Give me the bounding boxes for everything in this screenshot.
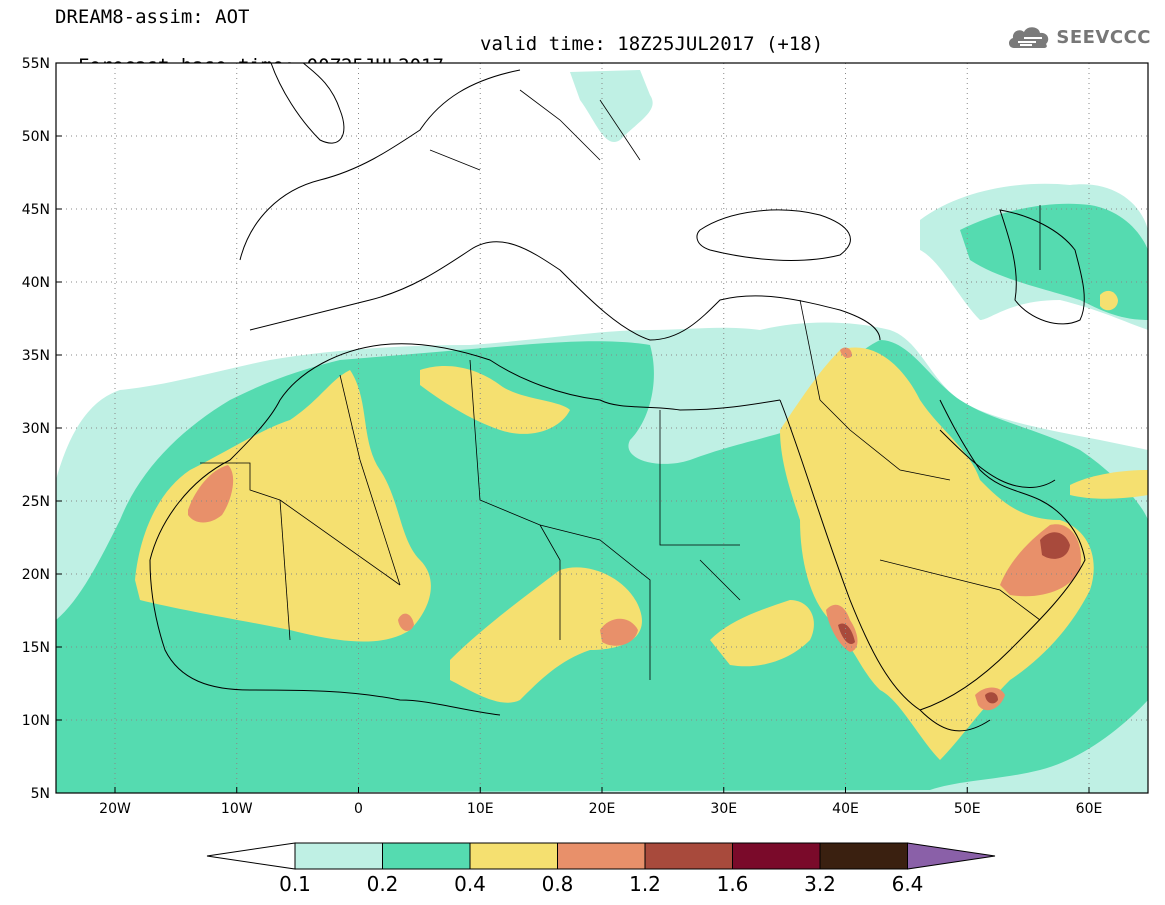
valid-time-label: valid time: 18Z25JUL2017 (+18) <box>480 33 824 55</box>
longitude-axis: 20W 10W 0 10E 20E 30E 40E 50E 60E <box>99 787 1102 817</box>
lon-label: 20E <box>589 801 616 817</box>
aot-level-1-north <box>570 70 653 142</box>
seevccc-logo: SEEVCCC <box>1006 24 1151 50</box>
aot-level-3-sudan <box>710 600 814 667</box>
colorbar-level-label: 6.4 <box>891 872 924 896</box>
lon-label: 50E <box>954 801 981 817</box>
lat-label: 30N <box>22 421 50 437</box>
aot-level-4-chad <box>600 618 638 646</box>
lon-label: 0 <box>354 801 363 817</box>
aot-level-4-morocco <box>188 465 234 523</box>
lat-label: 5N <box>31 786 50 802</box>
colorbar-level-label: 0.4 <box>454 872 486 896</box>
colorbar-swatch <box>732 842 821 870</box>
aot-level-4-iraq <box>840 347 852 358</box>
colorbar-swatch <box>382 842 471 870</box>
aot-level-3-libya <box>420 365 570 434</box>
lat-label: 15N <box>22 640 50 656</box>
colorbar-swatch <box>294 842 383 870</box>
lon-label: 20W <box>99 801 131 817</box>
lat-label: 55N <box>22 56 50 72</box>
logo-text: SEEVCCC <box>1056 26 1151 48</box>
lon-label: 60E <box>1076 801 1103 817</box>
lat-label: 45N <box>22 202 50 218</box>
colorbar-min-arrow <box>206 842 296 870</box>
aot-level-5-oman <box>1040 532 1070 559</box>
aot-level-3-sahel <box>450 567 642 703</box>
coastlines <box>149 63 1086 732</box>
colorbar-level-label: 1.6 <box>716 872 749 896</box>
lat-label: 25N <box>22 494 50 510</box>
lon-label: 30E <box>710 801 737 817</box>
lat-label: 35N <box>22 348 50 364</box>
lat-label: 10N <box>22 713 50 729</box>
lon-label: 10E <box>467 801 494 817</box>
aot-contours <box>56 70 1148 793</box>
latitude-axis: 5N 10N 15N 20N 25N 30N 35N 40N 45N 50N 55N <box>22 56 62 802</box>
aot-level-3-iran <box>1070 470 1148 499</box>
map-title: DREAM8-assim: AOT <box>55 6 250 28</box>
colorbar-swatch <box>469 842 558 870</box>
lat-label: 20N <box>22 567 50 583</box>
colorbar-max-arrow <box>907 842 996 870</box>
cloud-icon <box>1009 27 1049 48</box>
lat-label: 50N <box>22 129 50 145</box>
colorbar-level-label: 1.2 <box>629 872 661 896</box>
lon-label: 40E <box>832 801 859 817</box>
aot-level-4-niger <box>398 613 414 632</box>
aot-level-3-caspian <box>1100 290 1118 311</box>
colorbar-level-label: 0.1 <box>279 872 311 896</box>
colorbar-swatch <box>819 842 908 870</box>
aot-level-5-redsea <box>838 623 855 645</box>
graticule <box>56 63 1148 793</box>
aot-level-5-ethiopia <box>985 692 998 704</box>
colorbar-level-label: 0.8 <box>541 872 574 896</box>
lon-label: 10W <box>221 801 253 817</box>
colorbar-swatch <box>557 842 646 870</box>
colorbar <box>206 842 996 870</box>
lat-label: 40N <box>22 275 50 291</box>
aot-level-3-arabia <box>780 347 1094 760</box>
colorbar-level-label: 0.2 <box>366 872 399 896</box>
colorbar-swatch <box>644 842 733 870</box>
borders <box>200 89 1041 680</box>
colorbar-level-label: 3.2 <box>804 872 836 896</box>
